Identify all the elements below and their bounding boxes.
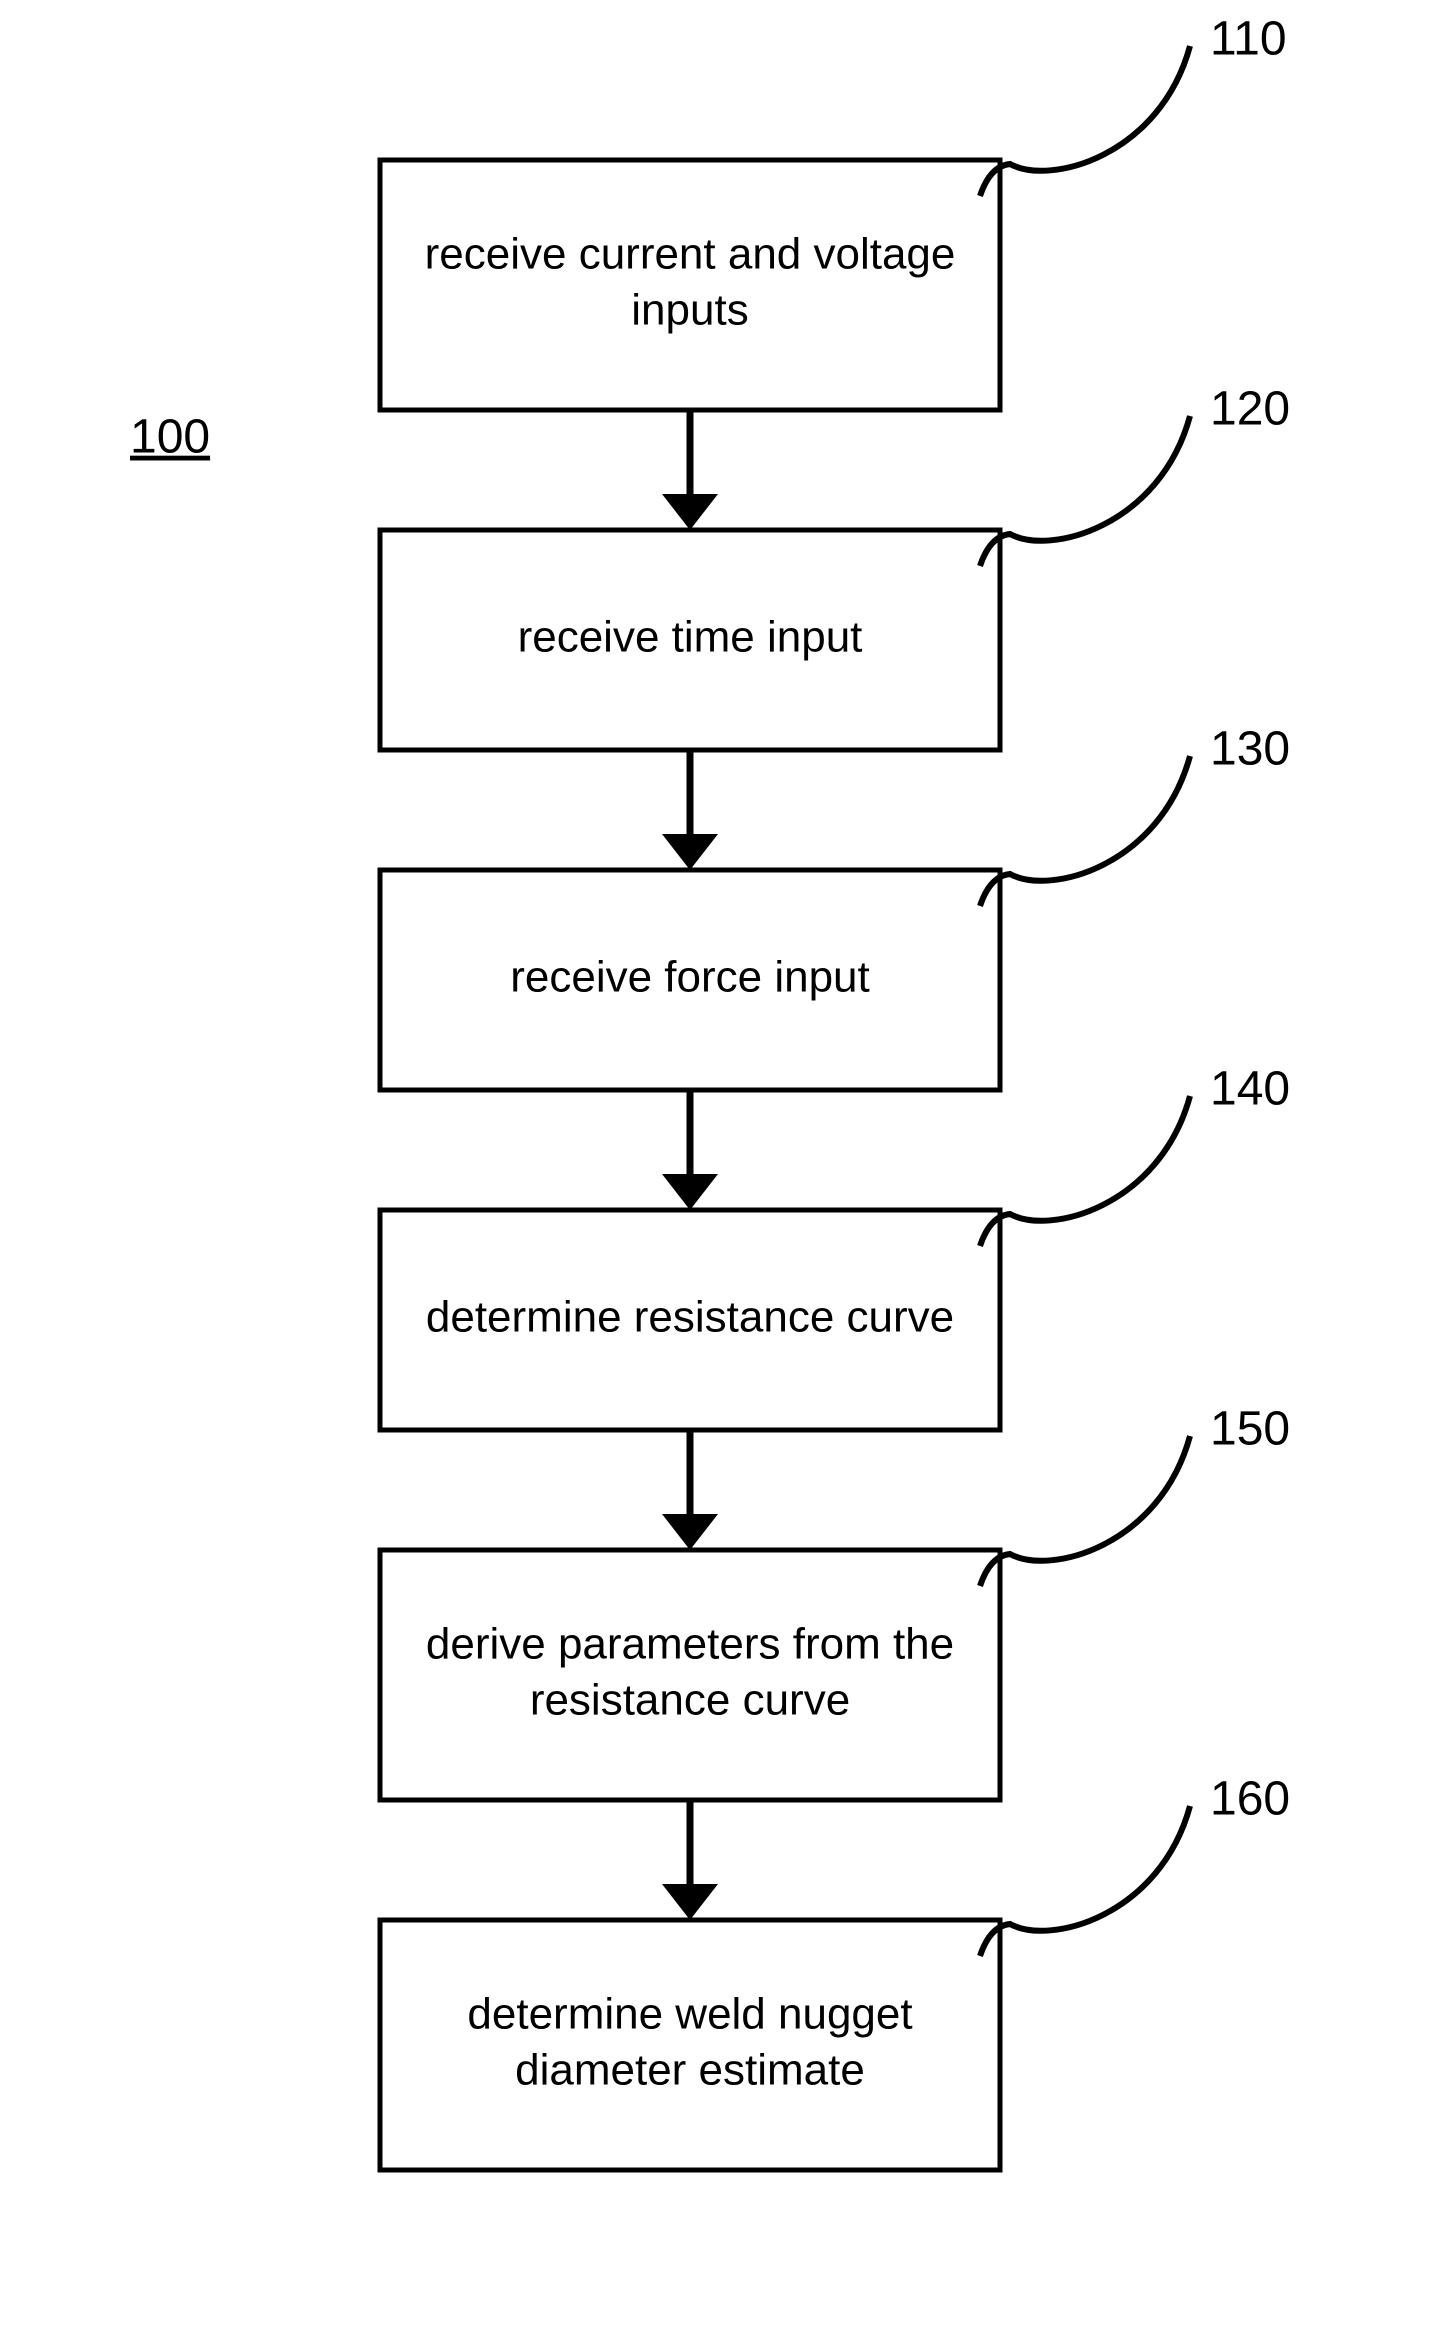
step-text-150-line0: derive parameters from the <box>426 1620 954 1669</box>
step-text-140-line0: determine resistance curve <box>426 1293 954 1342</box>
step-text-160-line1: diameter estimate <box>515 2046 865 2095</box>
step-text-160-line0: determine weld nugget <box>467 1990 912 2039</box>
step-text-110-line1: inputs <box>631 286 748 335</box>
ref-number-160: 160 <box>1210 1773 1290 1826</box>
ref-number-150: 150 <box>1210 1403 1290 1456</box>
step-text-110-line0: receive current and voltage <box>425 230 956 279</box>
ref-number-140: 140 <box>1210 1063 1290 1116</box>
ref-number-110: 110 <box>1210 13 1287 66</box>
ref-number-120: 120 <box>1210 383 1290 436</box>
figure-reference: 100 <box>130 411 210 464</box>
step-text-150-line1: resistance curve <box>530 1676 850 1725</box>
ref-number-130: 130 <box>1210 723 1290 776</box>
step-text-130-line0: receive force input <box>510 953 870 1002</box>
step-text-120-line0: receive time input <box>518 613 863 662</box>
